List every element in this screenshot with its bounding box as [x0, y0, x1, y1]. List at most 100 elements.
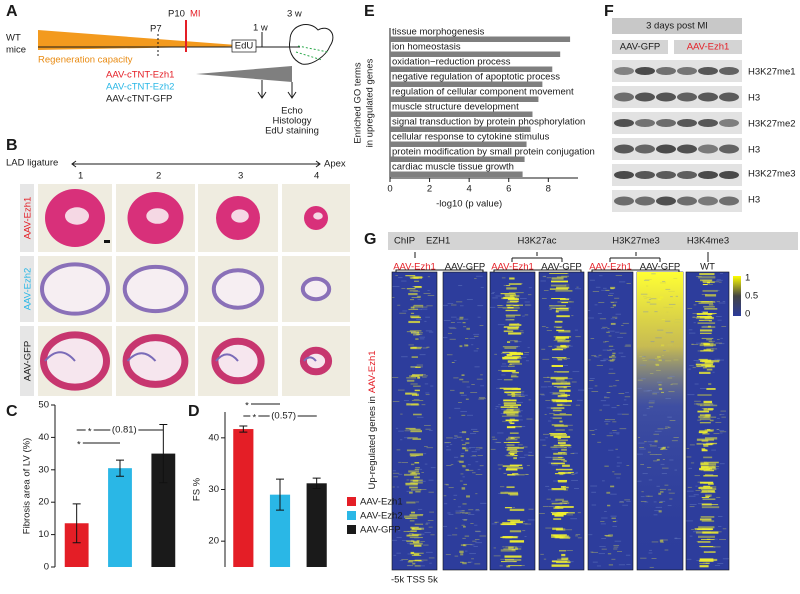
heatmap-noise	[615, 379, 620, 381]
heatmap-noise	[665, 350, 670, 352]
heatmap-noise	[449, 444, 453, 445]
header: 3 days post MI	[646, 21, 708, 32]
heatmap-noise	[614, 520, 618, 522]
heatmap-noise	[515, 546, 522, 548]
heatmap-signal	[611, 517, 616, 519]
heatmap-noise	[697, 419, 702, 421]
heatmap-noise	[553, 386, 561, 387]
heatmap-noise	[700, 469, 704, 471]
heatmap-noise	[647, 467, 652, 468]
x-tick-label: 2	[427, 184, 432, 195]
heatmap-signal	[511, 393, 516, 395]
heatmap-noise	[417, 299, 421, 301]
heatmap-noise	[501, 387, 507, 389]
heatmap-noise	[558, 502, 565, 504]
heatmap-signal	[637, 272, 683, 570]
heatmap-signal	[702, 289, 718, 292]
heatmap-noise	[506, 438, 512, 439]
label: 3 w	[287, 9, 302, 20]
heatmap-noise	[480, 502, 487, 504]
heatmap-noise	[639, 447, 645, 448]
heatmap-signal	[408, 560, 422, 562]
band	[719, 92, 739, 102]
heatmap-signal	[550, 407, 565, 409]
heatmap-signal	[466, 512, 471, 514]
heatmap-signal	[703, 400, 713, 404]
heatmap-noise	[471, 344, 474, 346]
heatmap-signal	[553, 435, 571, 438]
tissue	[300, 276, 332, 302]
heatmap-signal	[550, 433, 567, 437]
heatmap-noise	[524, 454, 531, 456]
heatmap-noise	[594, 304, 598, 306]
heatmap-noise	[590, 551, 594, 553]
heatmap-noise	[396, 536, 402, 538]
heatmap-noise	[669, 420, 676, 421]
heatmap-noise	[576, 399, 583, 401]
heatmap-signal	[507, 474, 516, 476]
heatmap-noise	[694, 400, 701, 402]
heatmap-noise	[711, 465, 714, 467]
heatmap-signal	[504, 555, 522, 558]
heatmap-noise	[524, 536, 527, 537]
heatmap-noise	[401, 559, 409, 560]
heatmap-signal	[503, 388, 521, 391]
heatmap-signal	[700, 465, 709, 468]
heatmap-signal	[504, 506, 512, 509]
heatmap-signal	[465, 468, 469, 471]
heatmap-noise	[564, 307, 571, 309]
label: MI	[190, 9, 201, 20]
heatmap-noise	[401, 356, 408, 358]
heatmap-noise	[471, 428, 478, 430]
heatmap-noise	[423, 453, 427, 455]
heatmap-noise	[572, 452, 578, 454]
label: AAV-cTNT-GFP	[106, 94, 172, 105]
heatmap-signal	[559, 474, 564, 476]
heatmap-noise	[648, 406, 654, 408]
heatmap-noise	[494, 408, 498, 410]
heatmap-noise	[407, 542, 412, 544]
error-bar	[159, 423, 168, 484]
heatmap-noise	[459, 510, 465, 512]
heatmap-bg	[587, 271, 634, 571]
heatmap-signal	[556, 506, 574, 508]
heatmap-signal	[509, 530, 522, 533]
heart-icon	[289, 24, 334, 65]
colorbar-label: 0.5	[745, 291, 758, 302]
heatmap-signal	[412, 346, 423, 348]
heatmap-signal	[703, 444, 709, 447]
bar	[108, 468, 132, 567]
heatmap-signal	[506, 486, 515, 489]
heatmap-noise	[416, 319, 422, 320]
band	[635, 119, 655, 127]
heatmap-noise	[510, 559, 516, 561]
heatmap-signal	[702, 504, 719, 506]
heatmap-noise	[503, 473, 507, 474]
heatmap-signal	[701, 337, 714, 339]
heatmap-signal	[508, 451, 518, 454]
heatmap-signal	[661, 344, 665, 346]
heatmap-noise	[557, 310, 563, 312]
heatmap-noise	[665, 398, 671, 399]
heatmap-noise	[649, 372, 654, 374]
heatmap-noise	[718, 281, 722, 283]
heatmap-noise	[475, 473, 483, 475]
heatmap-noise	[575, 404, 581, 406]
heatmap-noise	[525, 304, 531, 306]
heatmap-signal	[559, 537, 571, 539]
heatmap-noise	[687, 486, 692, 488]
heatmap-noise	[712, 371, 715, 373]
heatmap-noise	[700, 311, 708, 313]
heatmap-noise	[444, 483, 449, 485]
heatmap-noise	[622, 404, 629, 405]
heatmap-signal	[698, 276, 716, 279]
heatmap-signal	[558, 550, 567, 552]
legend-swatch	[347, 511, 356, 520]
heatmap-signal	[551, 488, 566, 491]
heatmap-noise	[407, 553, 411, 555]
heatmap-noise	[660, 463, 665, 465]
heatmap-noise	[411, 392, 418, 394]
heatmap-signal	[415, 338, 419, 340]
heatmap-noise	[590, 485, 598, 487]
heatmap-noise	[714, 281, 720, 283]
